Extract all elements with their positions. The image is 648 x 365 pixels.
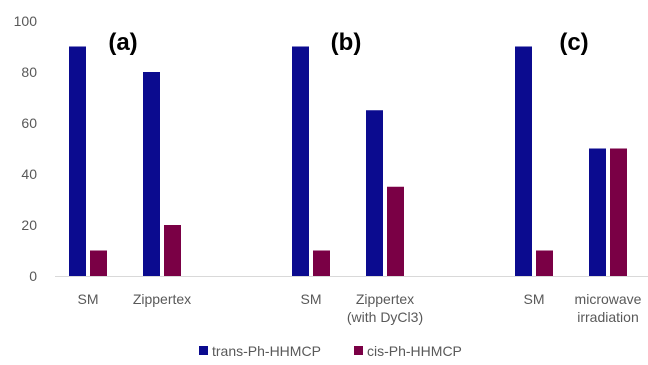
bar-cis-0-0: [90, 250, 107, 276]
legend-label-cis: cis-Ph-HHMCP: [367, 343, 462, 359]
legend-swatch-cis: [354, 346, 363, 355]
y-tick-label-0: 0: [29, 268, 37, 284]
bar-cis-0-1: [164, 225, 181, 276]
bar-cis-1-0: [313, 250, 330, 276]
panel-label-a: (a): [108, 29, 137, 56]
x-category-label-2-0: SM: [524, 291, 545, 307]
bar-trans-0-1: [143, 72, 160, 276]
bar-cis-1-1: [387, 186, 404, 276]
legend-label-trans: trans-Ph-HHMCP: [212, 343, 321, 359]
legend-swatch-trans: [199, 346, 208, 355]
panel-label-c: (c): [559, 29, 588, 56]
x-category-label-2-1: microwave irradiation: [575, 291, 642, 325]
bar-trans-0-0: [69, 46, 86, 276]
bar-trans-2-1: [589, 148, 606, 276]
x-category-label-1-1: Zippertex (with DyCl3): [347, 291, 423, 325]
y-tick-label-20: 20: [21, 217, 37, 233]
bar-trans-1-1: [366, 110, 383, 276]
x-category-label-0-0: SM: [78, 291, 99, 307]
y-tick-label-60: 60: [21, 115, 37, 131]
panel-label-b: (b): [331, 29, 362, 56]
bar-trans-2-0: [515, 46, 532, 276]
bar-cis-2-1: [610, 148, 627, 276]
x-category-label-0-1: Zippertex: [133, 291, 191, 307]
bar-cis-2-0: [536, 250, 553, 276]
y-tick-label-80: 80: [21, 64, 37, 80]
x-category-label-1-0: SM: [301, 291, 322, 307]
bar-trans-1-0: [292, 46, 309, 276]
y-tick-label-100: 100: [14, 13, 38, 29]
y-tick-label-40: 40: [21, 166, 37, 182]
